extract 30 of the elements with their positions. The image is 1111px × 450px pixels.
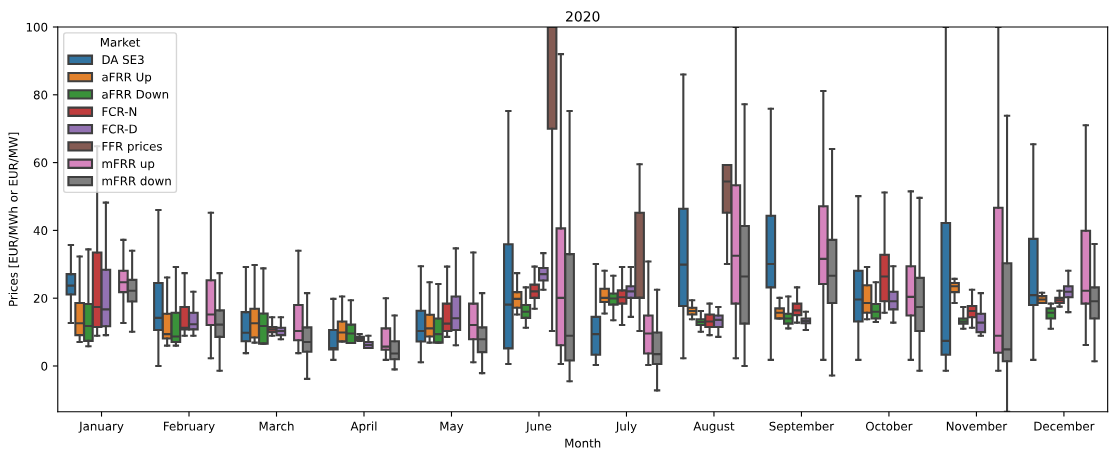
x-tick-label: January <box>78 421 124 433</box>
legend-label: mFRR down <box>102 176 171 186</box>
legend-label: FCR-N <box>102 107 137 117</box>
x-axis-title: Month <box>565 438 601 448</box>
x-tick-label: October <box>865 421 913 431</box>
x-tick-label: April <box>350 421 377 433</box>
y-tick-label: 100 <box>26 22 48 32</box>
y-tick-label: 60 <box>33 158 48 168</box>
x-tick-label: March <box>259 421 294 431</box>
x-tick-label: August <box>693 421 735 433</box>
x-tick-label: December <box>1034 421 1095 431</box>
y-tick-label: 80 <box>33 90 48 100</box>
legend-title: Market <box>100 37 141 47</box>
legend-label: DA SE3 <box>102 55 144 65</box>
x-tick-label: February <box>164 421 215 433</box>
y-tick-label: 40 <box>33 226 48 236</box>
y-tick-label: 20 <box>33 293 48 303</box>
legend-label: aFRR Up <box>102 72 152 84</box>
x-tick-label: November <box>946 421 1008 431</box>
legend-label: mFRR up <box>102 159 155 171</box>
y-tick-label: 0 <box>41 361 48 371</box>
legend-label: FFR prices <box>102 141 162 154</box>
x-tick-label: September <box>769 421 835 433</box>
legend-label: aFRR Down <box>102 89 169 99</box>
x-tick-label: May <box>440 421 464 433</box>
y-axis-title: Prices [EUR/MWh or EUR/MW] <box>8 132 20 306</box>
legend-label: FCR-D <box>102 124 137 134</box>
x-tick-label: June <box>525 421 552 433</box>
chart-title: 2020 <box>566 11 600 22</box>
x-tick-label: July <box>615 421 637 433</box>
